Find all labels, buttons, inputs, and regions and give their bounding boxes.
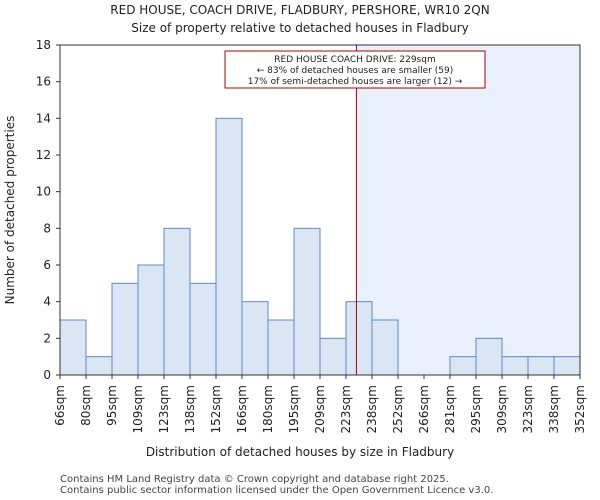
x-tick-label: 80sqm [79,385,93,426]
y-tick-label: 8 [43,221,51,235]
annotation-line-0: RED HOUSE COACH DRIVE: 229sqm [274,55,435,65]
x-tick-label: 152sqm [209,385,223,433]
bar-10 [319,337,347,376]
y-tick-label: 2 [43,331,51,345]
y-tick-label: 18 [36,38,51,52]
y-tick-label: 10 [36,185,51,199]
x-tick-label: 295sqm [469,385,483,433]
y-tick-label: 0 [43,368,51,382]
y-tick-label: 12 [36,148,51,162]
footer-copyright: Contains HM Land Registry data © Crown c… [60,474,449,485]
y-tick-label: 14 [36,111,51,125]
x-tick-label: 266sqm [417,385,431,433]
chart-subtitle: Size of property relative to detached ho… [131,21,469,35]
bar-4 [163,227,191,376]
x-tick-label: 309sqm [495,385,509,433]
bar-17 [501,356,529,376]
x-tick-label: 166sqm [235,385,249,433]
bar-11 [345,301,373,376]
bar-18 [527,356,555,376]
x-tick-label: 281sqm [443,385,457,433]
x-axis-label: Distribution of detached houses by size … [146,445,454,459]
annotation-line-2: 17% of semi-detached houses are larger (… [248,77,463,87]
bar-3 [137,264,165,376]
bar-16 [475,337,503,376]
x-tick-label: 123sqm [157,385,171,433]
x-tick-label: 195sqm [287,385,301,433]
bar-15 [449,356,477,376]
y-axis-label: Number of detached properties [3,116,17,305]
x-tick-label: 338sqm [547,385,561,433]
footer-licence: Contains public sector information licen… [60,485,493,496]
bar-7 [241,301,269,376]
annotation-line-1: ← 83% of detached houses are smaller (59… [257,66,454,76]
annotation-box [224,50,486,89]
bar-5 [189,282,217,376]
bar-9 [293,227,321,376]
x-tick-label: 95sqm [105,385,119,426]
x-tick-label: 66sqm [53,385,67,426]
x-tick-label: 323sqm [521,385,535,433]
x-tick-label: 109sqm [131,385,145,433]
x-tick-label: 352sqm [573,385,587,433]
bar-12 [371,319,399,376]
bar-0 [59,319,87,376]
y-tick-label: 16 [36,75,51,89]
bar-1 [85,356,113,376]
bar-19 [553,356,581,376]
y-tick-label: 6 [43,258,51,272]
x-tick-label: 238sqm [365,385,379,433]
y-tick-label: 4 [43,295,51,309]
bar-2 [111,282,139,376]
x-tick-label: 138sqm [183,385,197,433]
x-tick-label: 223sqm [339,385,353,433]
x-tick-label: 252sqm [391,385,405,433]
bar-8 [267,319,295,376]
x-tick-label: 180sqm [261,385,275,433]
plot-area: 0 2 4 6 8 10 12 14 16 18 66sqm 80sqm 95sqm 109sqm 123s… [36,38,587,433]
x-tick-label: 209sqm [313,385,327,433]
chart-title: RED HOUSE, COACH DRIVE, FLADBURY, PERSHO… [110,3,489,17]
bar-6 [215,117,243,376]
